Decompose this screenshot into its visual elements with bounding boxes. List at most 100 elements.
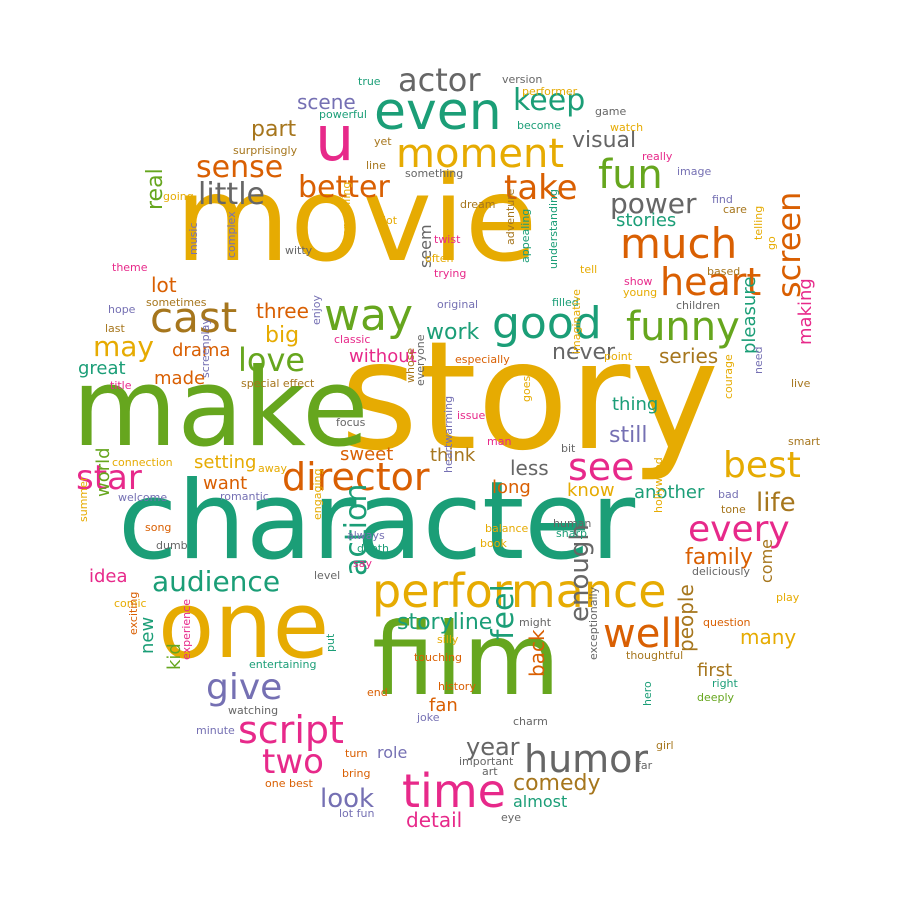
- cloud-word: one: [158, 572, 330, 679]
- cloud-word: best: [723, 445, 801, 486]
- cloud-word: hollywood: [652, 457, 665, 513]
- cloud-word: family: [685, 545, 753, 570]
- cloud-word: less: [510, 456, 549, 480]
- cloud-word: make: [72, 346, 369, 471]
- cloud-word: adventure: [504, 188, 517, 245]
- cloud-word: drama: [172, 340, 231, 361]
- cloud-word: hero: [641, 681, 654, 706]
- cloud-word: summer: [77, 476, 90, 522]
- cloud-word: script: [238, 708, 344, 752]
- cloud-word: complex: [225, 211, 238, 258]
- cloud-word: eye: [501, 811, 522, 824]
- cloud-word: often: [425, 252, 454, 265]
- cloud-word: level: [314, 569, 341, 582]
- cloud-word: power: [610, 187, 697, 220]
- cloud-word: feel: [486, 584, 521, 640]
- cloud-word: play: [776, 591, 800, 604]
- cloud-word: music: [187, 222, 200, 255]
- cloud-word: watching: [228, 704, 279, 717]
- cloud-word: something: [405, 167, 464, 180]
- cloud-word: deliciously: [692, 565, 750, 578]
- cloud-word: twist: [434, 233, 461, 246]
- cloud-word: really: [642, 150, 673, 163]
- cloud-word: engaging: [311, 468, 324, 520]
- cloud-word: never: [552, 340, 616, 365]
- cloud-word: plot: [376, 214, 398, 227]
- cloud-word: welcome: [118, 491, 168, 504]
- cloud-word: another: [634, 482, 705, 503]
- cloud-word: away: [258, 462, 287, 475]
- cloud-word: silly: [437, 633, 459, 646]
- cloud-word: children: [676, 299, 721, 312]
- cloud-word: right: [712, 677, 738, 690]
- cloud-word: good: [492, 298, 602, 349]
- cloud-word: great: [78, 358, 126, 379]
- cloud-word: turn: [345, 747, 368, 760]
- cloud-word: issue: [457, 409, 486, 422]
- cloud-word: tone: [721, 503, 746, 516]
- cloud-word: romantic: [220, 490, 269, 503]
- cloud-word: keep: [513, 83, 586, 118]
- cloud-word: audience: [152, 565, 281, 598]
- cloud-word: young: [623, 286, 658, 299]
- cloud-word: depth: [357, 542, 390, 555]
- cloud-word: courage: [722, 354, 735, 399]
- cloud-word: bit: [561, 442, 576, 455]
- cloud-word: version: [502, 73, 543, 86]
- cloud-word: take: [504, 168, 578, 208]
- cloud-word: work: [426, 320, 480, 345]
- cloud-word: almost: [513, 792, 568, 811]
- cloud-word: end: [367, 686, 388, 699]
- cloud-word: point: [604, 350, 633, 363]
- cloud-word: title: [110, 379, 132, 392]
- cloud-word: bad: [718, 488, 739, 501]
- cloud-word: much: [620, 219, 738, 268]
- cloud-word: girl: [656, 739, 674, 752]
- cloud-word: still: [609, 423, 648, 448]
- cloud-word: see: [568, 445, 635, 489]
- cloud-word: heart: [660, 260, 762, 304]
- cloud-word: bring: [342, 767, 371, 780]
- cloud-word: go: [765, 236, 778, 250]
- cloud-word: question: [703, 616, 751, 629]
- cloud-word: idea: [89, 566, 128, 587]
- cloud-word: performance: [372, 564, 667, 618]
- cloud-word: game: [595, 105, 627, 118]
- cloud-word: heartwarming: [442, 395, 455, 473]
- cloud-word: sometimes: [146, 296, 207, 309]
- cloud-word: actor: [398, 61, 481, 99]
- cloud-word: even: [374, 82, 502, 142]
- cloud-word: way: [324, 290, 413, 341]
- cloud-word: always: [347, 529, 385, 542]
- cloud-word: series: [659, 344, 719, 368]
- cloud-word: funny: [626, 304, 740, 350]
- cloud-word: line: [366, 159, 386, 172]
- cloud-word: world: [93, 447, 114, 497]
- cloud-word: watch: [610, 121, 644, 134]
- cloud-word: fun: [598, 152, 663, 198]
- cloud-word: theme: [112, 261, 148, 274]
- cloud-word: far: [637, 759, 653, 772]
- cloud-word: classic: [334, 333, 371, 346]
- cloud-word: give: [206, 667, 283, 708]
- cloud-word: based: [707, 265, 741, 278]
- cloud-word: year: [466, 733, 520, 761]
- cloud-word: visual: [572, 128, 637, 153]
- cloud-word: experience: [180, 599, 193, 660]
- cloud-word: tell: [580, 263, 598, 276]
- cloud-word: movie: [175, 150, 538, 288]
- cloud-word: song: [145, 521, 172, 534]
- cloud-word: three: [256, 299, 309, 323]
- cloud-word: may: [93, 330, 155, 363]
- cloud-word: every: [688, 509, 790, 550]
- cloud-word: hope: [108, 303, 136, 316]
- cloud-word: dumb: [156, 539, 188, 552]
- cloud-word: humor: [524, 737, 649, 781]
- cloud-word: last: [105, 322, 125, 335]
- cloud-word: special effect: [241, 377, 315, 390]
- cloud-word: find: [712, 193, 733, 206]
- cloud-word: first: [697, 660, 733, 681]
- cloud-word: goes: [520, 375, 533, 402]
- cloud-word: original: [437, 298, 479, 311]
- cloud-word: put: [324, 633, 337, 652]
